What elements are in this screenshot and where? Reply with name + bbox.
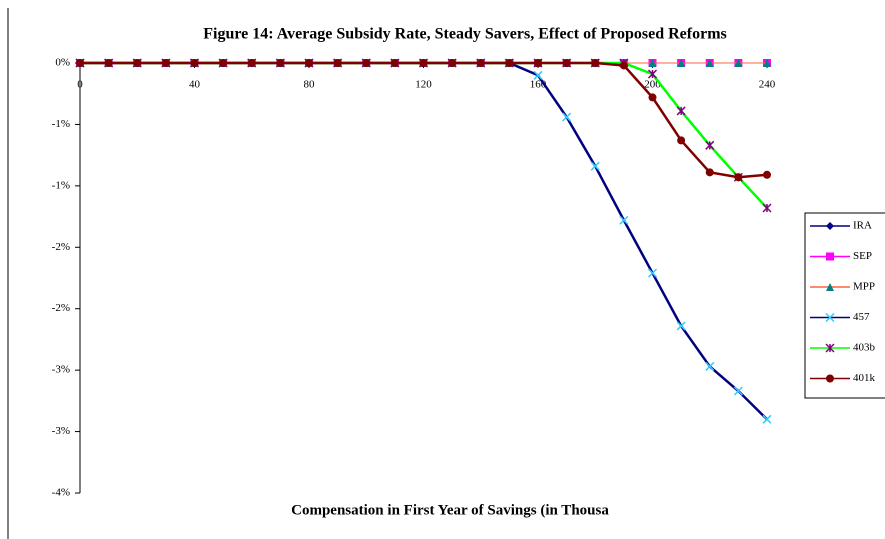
y-tick-label: -2% — [52, 241, 70, 253]
marker — [76, 59, 84, 67]
marker — [362, 59, 371, 67]
x-tick-label: 120 — [415, 79, 432, 91]
x-tick-label: 80 — [304, 79, 316, 91]
marker — [647, 69, 658, 79]
marker — [390, 59, 399, 67]
marker — [825, 312, 835, 323]
legend-label: IRA — [853, 220, 872, 232]
x-tick-label: 240 — [759, 79, 776, 91]
legend-label: MPP — [853, 281, 875, 293]
y-tick-label: -1% — [52, 179, 70, 191]
marker — [619, 61, 628, 70]
marker — [305, 59, 313, 67]
y-tick-label: -1% — [52, 118, 70, 130]
y-tick-label: -4% — [52, 487, 70, 499]
marker — [534, 59, 542, 67]
marker — [826, 222, 834, 230]
marker — [762, 203, 772, 213]
marker — [826, 252, 834, 261]
marker — [104, 59, 113, 67]
marker — [705, 140, 715, 150]
marker — [705, 59, 714, 67]
legend-label: SEP — [853, 250, 872, 262]
legend-label: 401k — [853, 372, 876, 384]
marker — [133, 59, 142, 67]
marker — [276, 59, 285, 67]
marker — [763, 59, 771, 67]
marker — [763, 170, 771, 179]
marker — [734, 173, 743, 182]
marker — [825, 343, 835, 353]
x-axis-label: Compensation in First Year of Savings (i… — [291, 502, 609, 518]
marker — [676, 106, 686, 116]
legend-label: 403b — [853, 342, 876, 354]
marker — [648, 93, 657, 102]
marker — [677, 136, 686, 145]
marker — [619, 215, 629, 225]
marker — [219, 59, 228, 67]
marker — [419, 59, 428, 67]
chart-title: Figure 14: Average Subsidy Rate, Steady … — [203, 26, 727, 43]
marker — [161, 59, 170, 67]
marker — [762, 414, 772, 424]
x-tick-label: 0 — [77, 79, 83, 91]
marker — [826, 283, 834, 291]
marker — [562, 112, 572, 122]
marker — [705, 361, 715, 371]
marker — [448, 59, 457, 67]
y-tick-label: -3% — [52, 425, 70, 437]
marker — [247, 59, 256, 67]
marker — [591, 59, 600, 67]
marker — [734, 59, 743, 67]
y-tick-label: -3% — [52, 364, 70, 376]
marker — [562, 59, 571, 67]
marker — [533, 70, 543, 80]
marker — [648, 59, 657, 67]
legend-box — [804, 212, 885, 399]
marker — [733, 386, 743, 396]
y-tick-label: -2% — [52, 302, 70, 314]
x-tick-label: 40 — [189, 79, 201, 91]
marker — [590, 161, 600, 171]
marker — [190, 59, 199, 67]
legend-label: 457 — [853, 311, 870, 323]
marker — [333, 59, 342, 67]
marker — [647, 268, 658, 278]
marker — [505, 59, 514, 67]
marker — [677, 59, 686, 67]
marker — [676, 321, 686, 331]
marker — [705, 168, 714, 177]
marker — [476, 59, 485, 67]
marker — [826, 374, 834, 383]
y-tick-label: 0% — [55, 57, 70, 69]
